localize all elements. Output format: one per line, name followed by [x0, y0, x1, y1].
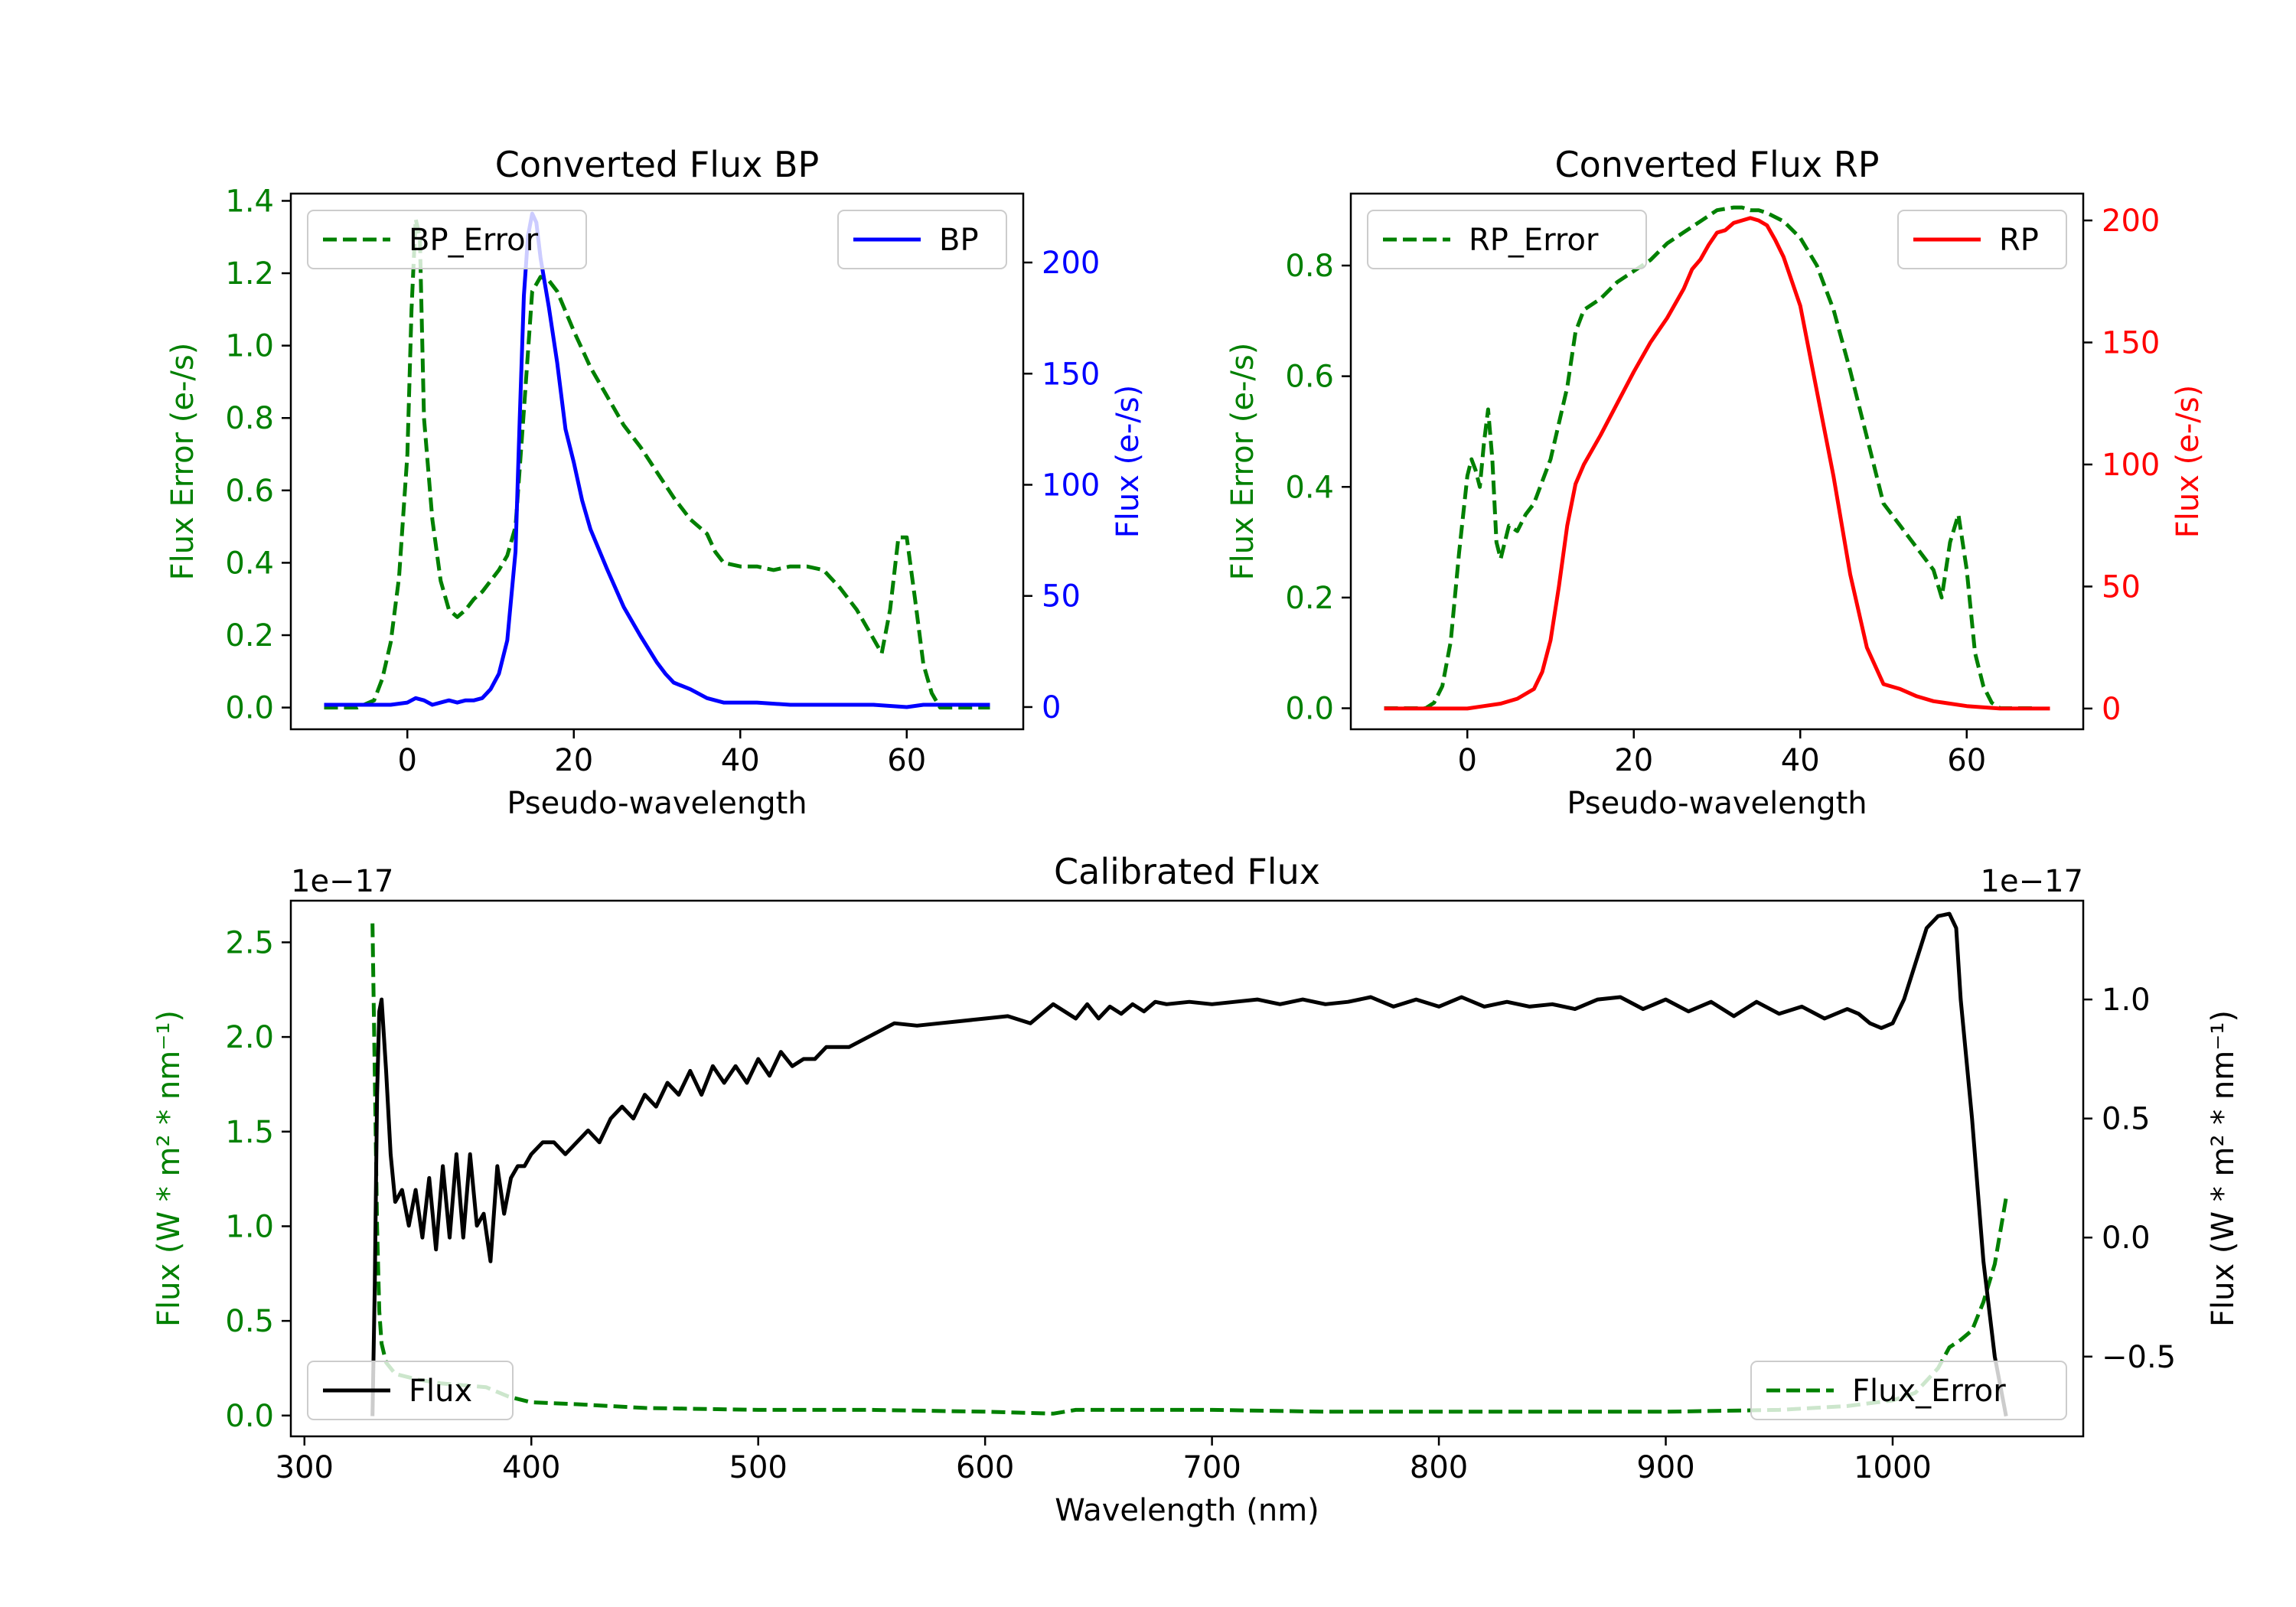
bp-title: Converted Flux BP	[495, 144, 820, 185]
rp-xtick-label: 60	[1947, 743, 1986, 778]
legend-box	[1750, 1361, 2067, 1420]
cal-xtick-label: 500	[729, 1450, 788, 1485]
rp-ylabel-left: Flux Error (e-/s)	[1225, 343, 1261, 581]
rp-ytick-right-label: 200	[2102, 204, 2160, 239]
rp-axes-frame	[1349, 192, 2085, 731]
bp-ytick-left-label: 1.4	[225, 184, 274, 219]
cal-ytick-left-label: 0.5	[225, 1304, 274, 1339]
rp-series-rp-line	[1384, 216, 2050, 711]
rp-panel: 0 20 40 60 0.0 0.2 0.4 0.6 0.8 0 50 100 150 200 Conver…	[1225, 144, 2206, 821]
cal-ytick-left-label: 1.5	[225, 1115, 274, 1150]
bp-series-bp-line	[324, 211, 990, 709]
cal-ytick-right-label: 0.0	[2102, 1221, 2151, 1256]
cal-ytick-right-label: 0.5	[2102, 1102, 2151, 1137]
legend-label: RP	[1999, 223, 2039, 258]
rp-xtick-label: 20	[1614, 743, 1653, 778]
cal-series-flux-line	[370, 911, 2008, 1417]
rp-title: Converted Flux RP	[1555, 144, 1880, 185]
cal-ytick-left-label: 0.0	[225, 1399, 274, 1434]
bp-xtick-label: 0	[398, 743, 417, 778]
legend-label: Flux	[409, 1374, 472, 1409]
calibrated-panel: 300 400 500 600 700 800 900 1000 0.0 0.5 1.0 1.5 2.0…	[152, 851, 2241, 1528]
rp-ytick-right-label: 150	[2102, 326, 2160, 361]
cal-ytick-left-label: 2.5	[225, 925, 274, 960]
rp-xtick-label: 40	[1781, 743, 1820, 778]
bp-ytick-right-label: 50	[1042, 579, 1081, 614]
bp-xtick-label: 20	[554, 743, 593, 778]
rp-ytick-left-label: 0.8	[1285, 249, 1334, 284]
legend-box	[307, 210, 587, 269]
cal-ytick-left-label: 1.0	[225, 1209, 274, 1244]
bp-ytick-left-label: 0.4	[225, 546, 274, 581]
legend-box	[837, 210, 1007, 269]
bp-ytick-right-label: 150	[1042, 357, 1100, 392]
legend-box	[1367, 210, 1647, 269]
cal-ytick-left-label: 2.0	[225, 1020, 274, 1055]
rp-ylabel-right: Flux (e-/s)	[2170, 385, 2206, 538]
cal-xtick-label: 700	[1182, 1450, 1241, 1485]
bp-axes-frame	[289, 192, 1025, 731]
bp-ytick-left-label: 1.2	[225, 256, 274, 292]
rp-legend-rp: RP	[1897, 210, 2067, 269]
bp-xlabel: Pseudo-wavelength	[507, 786, 807, 821]
rp-series-rp-error-line	[1384, 205, 2033, 710]
bp-ytick-left-label: 0.8	[225, 401, 274, 436]
bp-legend-bp: BP	[837, 210, 1007, 269]
rp-legend-rp-error: RP_Error	[1367, 210, 1647, 269]
bp-ytick-right-label: 100	[1042, 468, 1100, 503]
legend-label: Flux_Error	[1852, 1374, 2006, 1409]
bp-panel: 0 20 40 60 0.0 0.2 0.4 0.6 0.8 1.0 1.2 1.4 0 50 100 150…	[165, 144, 1146, 821]
bp-xtick-label: 60	[887, 743, 926, 778]
bp-legend-bp-error: BP_Error	[307, 210, 587, 269]
cal-ylabel-left: Flux (W * m² * nm⁻¹)	[152, 1010, 187, 1327]
bp-xtick-label: 40	[721, 743, 760, 778]
cal-ylabel-right: Flux (W * m² * nm⁻¹)	[2206, 1010, 2241, 1327]
cal-xtick-label: 900	[1636, 1450, 1694, 1485]
bp-ytick-right-label: 200	[1042, 246, 1100, 281]
cal-xtick-label: 600	[956, 1450, 1014, 1485]
legend-box	[1897, 210, 2067, 269]
cal-xtick-label: 400	[502, 1450, 560, 1485]
cal-offset-right: 1e−17	[1981, 864, 2083, 899]
rp-ytick-left-label: 0.4	[1285, 470, 1334, 505]
bp-ytick-left-label: 1.0	[225, 329, 274, 364]
bp-ytick-left-label: 0.6	[225, 474, 274, 509]
cal-offset-left: 1e−17	[291, 864, 393, 899]
bp-series-bp-error-line	[324, 217, 990, 710]
cal-xlabel: Wavelength (nm)	[1055, 1493, 1319, 1528]
cal-xtick-label: 300	[276, 1450, 334, 1485]
cal-ytick-right-label: 1.0	[2102, 983, 2151, 1018]
legend-label: BP	[939, 223, 979, 258]
bp-ytick-left-label: 0.2	[225, 618, 274, 654]
rp-ytick-left-label: 0.6	[1285, 360, 1334, 395]
bp-ylabel-left: Flux Error (e-/s)	[165, 343, 201, 581]
legend-label: RP_Error	[1469, 223, 1599, 258]
rp-ytick-left-label: 0.0	[1285, 692, 1334, 727]
rp-ytick-right-label: 100	[2102, 448, 2160, 483]
bp-ytick-left-label: 0.0	[225, 691, 274, 726]
bp-ytick-right-label: 0	[1042, 690, 1061, 725]
cal-legend-flux: Flux	[307, 1361, 514, 1420]
bp-ylabel-right: Flux (e-/s)	[1110, 385, 1146, 538]
cal-axes-frame	[289, 899, 2085, 1438]
rp-xlabel: Pseudo-wavelength	[1567, 786, 1867, 821]
cal-ytick-right-label: −0.5	[2102, 1340, 2176, 1375]
rp-ytick-left-label: 0.2	[1285, 581, 1334, 616]
cal-xtick-label: 800	[1410, 1450, 1468, 1485]
legend-box	[307, 1361, 514, 1420]
cal-legend-flux-error: Flux_Error	[1750, 1361, 2067, 1420]
cal-title: Calibrated Flux	[1054, 851, 1320, 892]
cal-xtick-label: 1000	[1854, 1450, 1932, 1485]
rp-ytick-right-label: 0	[2102, 692, 2121, 727]
legend-label: BP_Error	[409, 223, 539, 258]
rp-ytick-right-label: 50	[2102, 569, 2141, 605]
rp-xtick-label: 0	[1458, 743, 1477, 778]
